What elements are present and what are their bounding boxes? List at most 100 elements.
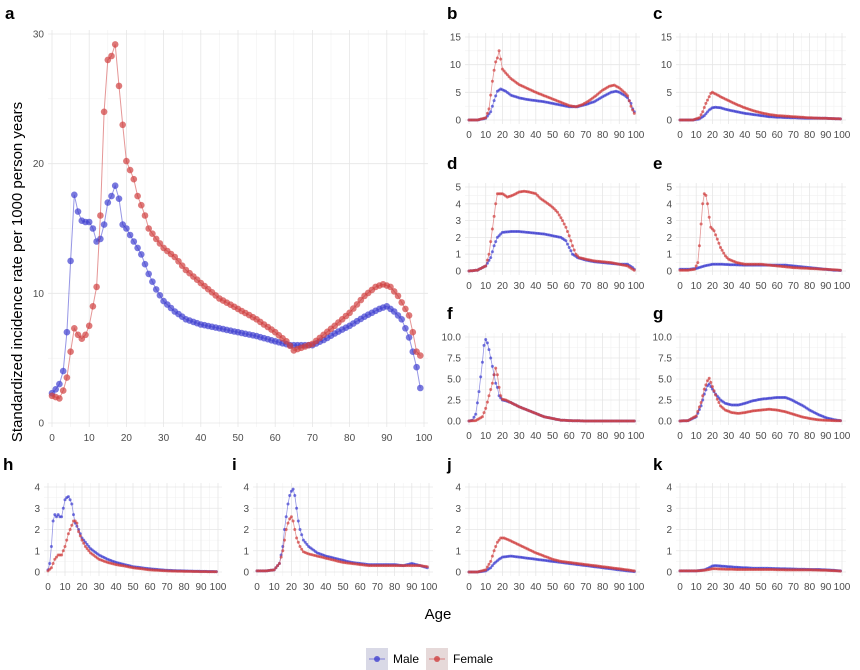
x-tick-label: 70 <box>161 582 173 593</box>
y-tick-label: 1 <box>666 250 672 261</box>
y-tick-label: 0 <box>455 568 461 579</box>
data-point-male <box>111 182 119 189</box>
data-point-male <box>74 208 82 215</box>
data-point-male <box>87 545 91 548</box>
series-female-i <box>255 515 429 573</box>
x-tick-label: 40 <box>739 130 751 141</box>
data-point-female <box>632 419 636 423</box>
y-tick-label: 4 <box>243 483 249 494</box>
data-point-female <box>405 312 413 319</box>
series-female-a <box>48 41 424 402</box>
data-point-female <box>492 214 496 218</box>
y-tick-label: 3 <box>34 504 40 515</box>
data-point-male <box>301 538 305 542</box>
y-tick-label: 2.5 <box>447 396 461 407</box>
y-tick-label: 4 <box>666 483 672 494</box>
data-point-female <box>409 328 417 336</box>
x-tick-label: 40 <box>739 281 751 292</box>
data-point-female <box>707 95 711 99</box>
data-point-female <box>276 564 280 568</box>
data-point-male <box>405 334 413 341</box>
y-tick-label: 4 <box>455 199 461 210</box>
data-point-female <box>497 538 501 542</box>
data-point-male <box>490 564 494 568</box>
data-point-female <box>82 331 89 339</box>
data-point-male <box>97 235 104 243</box>
data-point-female <box>63 374 71 381</box>
data-point-female <box>178 262 186 270</box>
data-point-male <box>60 515 64 519</box>
data-point-female <box>699 222 703 226</box>
data-point-female <box>556 210 559 214</box>
y-tick-label: 15 <box>661 33 673 44</box>
legend-entry-male[interactable]: Male <box>366 648 419 670</box>
x-tick-label: 30 <box>514 281 526 292</box>
data-point-male <box>485 341 489 345</box>
x-tick-label: 50 <box>337 582 349 593</box>
data-point-female <box>283 338 290 345</box>
x-tick-label: 90 <box>820 130 832 141</box>
series-female-j <box>467 536 636 574</box>
data-point-male <box>56 380 63 388</box>
data-point-female <box>82 541 86 545</box>
data-point-female <box>175 258 182 265</box>
panel-k: 0 10 20 30 40 50 60 70 80 90 100 0 1 2 3 4k <box>653 455 851 593</box>
x-tick-label: 90 <box>406 582 418 593</box>
x-tick-label: 90 <box>614 281 626 292</box>
data-point-female <box>59 387 67 394</box>
panel-a: 0 10 20 30 40 50 60 70 80 90 100 0 10 20 30 a <box>5 4 433 444</box>
data-point-female <box>702 106 706 109</box>
x-tick-label: 100 <box>834 431 851 442</box>
data-point-female <box>283 538 286 542</box>
x-tick-label: 40 <box>110 582 122 593</box>
panel-letter-h: h <box>3 455 13 474</box>
data-point-male <box>67 257 74 265</box>
data-point-female <box>286 342 294 350</box>
data-point-female <box>697 405 701 409</box>
x-axis-title: Age <box>425 606 452 623</box>
x-tick-label: 80 <box>344 433 356 444</box>
x-tick-label: 70 <box>580 281 592 292</box>
data-point-female <box>295 536 299 540</box>
data-point-female <box>714 393 718 397</box>
x-tick-label: 30 <box>514 582 526 593</box>
data-point-female <box>284 528 288 531</box>
data-point-female <box>65 538 69 542</box>
y-tick-label: 4 <box>34 483 40 494</box>
data-point-female <box>126 166 134 174</box>
y-tick-label: 5 <box>666 183 672 194</box>
data-point-female <box>487 252 491 256</box>
data-point-female <box>497 385 501 389</box>
data-point-female <box>717 401 721 404</box>
data-point-male <box>123 225 130 232</box>
panel-letter-j: j <box>446 455 452 474</box>
data-point-male <box>567 246 571 249</box>
x-tick-label: 70 <box>788 281 800 292</box>
data-point-male <box>490 104 494 108</box>
data-point-male <box>126 231 134 239</box>
x-tick-label: 80 <box>804 281 816 292</box>
data-point-female <box>720 248 724 252</box>
x-tick-label: 20 <box>497 130 509 141</box>
data-point-female <box>484 568 488 572</box>
x-tick-label: 20 <box>286 582 298 593</box>
data-point-female <box>66 532 70 536</box>
x-tick-label: 0 <box>466 582 472 593</box>
data-point-female <box>149 230 156 237</box>
data-point-female <box>696 410 700 413</box>
data-point-female <box>394 292 402 300</box>
legend-entry-female[interactable]: Female <box>426 648 493 670</box>
data-point-female <box>567 234 571 238</box>
x-tick-label: 30 <box>93 582 105 593</box>
x-tick-label: 0 <box>677 431 683 442</box>
data-point-female <box>707 376 711 380</box>
x-tick-label: 20 <box>707 130 719 141</box>
data-point-female <box>566 230 569 233</box>
data-point-female <box>115 82 123 90</box>
y-tick-label: 10.0 <box>653 333 673 344</box>
y-tick-label: 0 <box>455 116 461 127</box>
data-point-male <box>482 343 486 347</box>
x-tick-label: 10 <box>691 281 703 292</box>
y-tick-label: 1 <box>243 546 249 557</box>
